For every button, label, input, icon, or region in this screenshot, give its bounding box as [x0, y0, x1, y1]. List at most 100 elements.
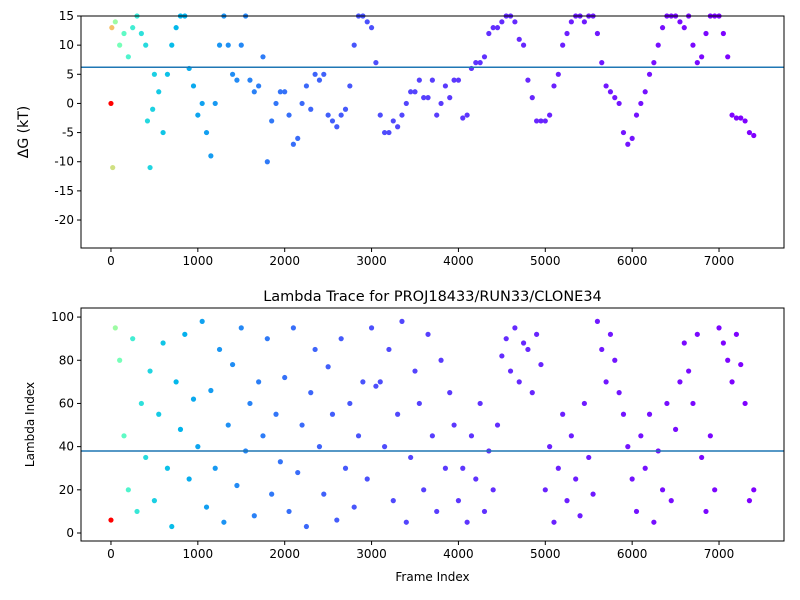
- point: [464, 519, 470, 525]
- point: [646, 411, 653, 417]
- point: [620, 129, 627, 136]
- point: [360, 379, 366, 385]
- point: [612, 357, 618, 363]
- point: [590, 491, 596, 497]
- point: [408, 454, 414, 461]
- axes-frame: [80, 15, 785, 249]
- point: [125, 54, 131, 60]
- point: [503, 336, 509, 342]
- point: [377, 379, 383, 385]
- point: [121, 433, 127, 439]
- point: [147, 164, 153, 171]
- point: [225, 42, 231, 48]
- point: [547, 444, 553, 450]
- point: [525, 77, 531, 83]
- point: [269, 491, 275, 497]
- point: [520, 340, 527, 346]
- point: [303, 83, 310, 89]
- point: [542, 487, 548, 493]
- point: [616, 100, 622, 107]
- point: [694, 60, 700, 66]
- point: [221, 519, 227, 525]
- point: [373, 60, 379, 66]
- point: [295, 469, 301, 476]
- point: [707, 433, 713, 439]
- point: [442, 83, 448, 89]
- point: [442, 465, 448, 471]
- point: [486, 30, 492, 37]
- point: [603, 379, 609, 385]
- point: [681, 25, 687, 31]
- point: [625, 444, 631, 450]
- point: [573, 476, 579, 482]
- point: [512, 19, 518, 25]
- point: [251, 89, 257, 95]
- point: [234, 77, 240, 83]
- point: [238, 325, 244, 331]
- y-tick-label: 0: [66, 96, 74, 110]
- point: [164, 71, 171, 77]
- point: [143, 42, 149, 48]
- point: [334, 124, 340, 130]
- point: [199, 100, 205, 107]
- point: [638, 100, 644, 107]
- y-tick-label: 0: [66, 526, 74, 540]
- point: [286, 112, 292, 118]
- point: [273, 100, 279, 107]
- point: [160, 129, 166, 136]
- point: [425, 95, 431, 101]
- point: [738, 115, 744, 121]
- point: [110, 164, 116, 171]
- point: [108, 517, 114, 523]
- point: [542, 118, 548, 124]
- y-tick-label: 80: [59, 353, 74, 367]
- point: [169, 42, 175, 48]
- point: [251, 513, 257, 519]
- point: [212, 465, 218, 471]
- point: [490, 487, 496, 493]
- point: [151, 71, 158, 77]
- point: [529, 95, 535, 101]
- point: [694, 331, 700, 337]
- point: [256, 83, 262, 89]
- point: [646, 71, 653, 77]
- y-tick-label: -5: [62, 126, 74, 140]
- y-tick-label: 60: [59, 396, 74, 410]
- point: [677, 379, 683, 385]
- point: [216, 42, 223, 48]
- y-tick-label: 10: [59, 38, 74, 52]
- point: [416, 77, 422, 83]
- point: [434, 112, 440, 118]
- point: [555, 71, 561, 77]
- point: [229, 361, 236, 368]
- point: [725, 54, 731, 60]
- point: [368, 25, 375, 31]
- point: [551, 83, 557, 89]
- point: [368, 325, 375, 331]
- x-tick-label: 3000: [356, 254, 387, 268]
- point: [690, 42, 696, 48]
- point: [629, 476, 635, 482]
- point: [390, 118, 396, 124]
- point: [173, 379, 179, 385]
- point: [295, 135, 301, 142]
- point: [373, 383, 379, 389]
- point: [594, 318, 601, 324]
- point: [716, 325, 722, 331]
- point: [229, 71, 236, 77]
- point: [238, 42, 244, 48]
- point: [733, 115, 739, 121]
- point: [616, 390, 622, 396]
- point: [477, 400, 483, 407]
- y-tick-label: -10: [54, 155, 74, 169]
- point: [199, 318, 205, 324]
- point: [516, 379, 522, 385]
- point: [599, 346, 605, 353]
- chart-title: Lambda Trace for PROJ18433/RUN33/CLONE34: [263, 289, 602, 305]
- point: [277, 89, 283, 95]
- point: [151, 498, 158, 504]
- point: [560, 42, 566, 48]
- x-tick-label: 2000: [269, 547, 300, 561]
- point: [164, 465, 171, 471]
